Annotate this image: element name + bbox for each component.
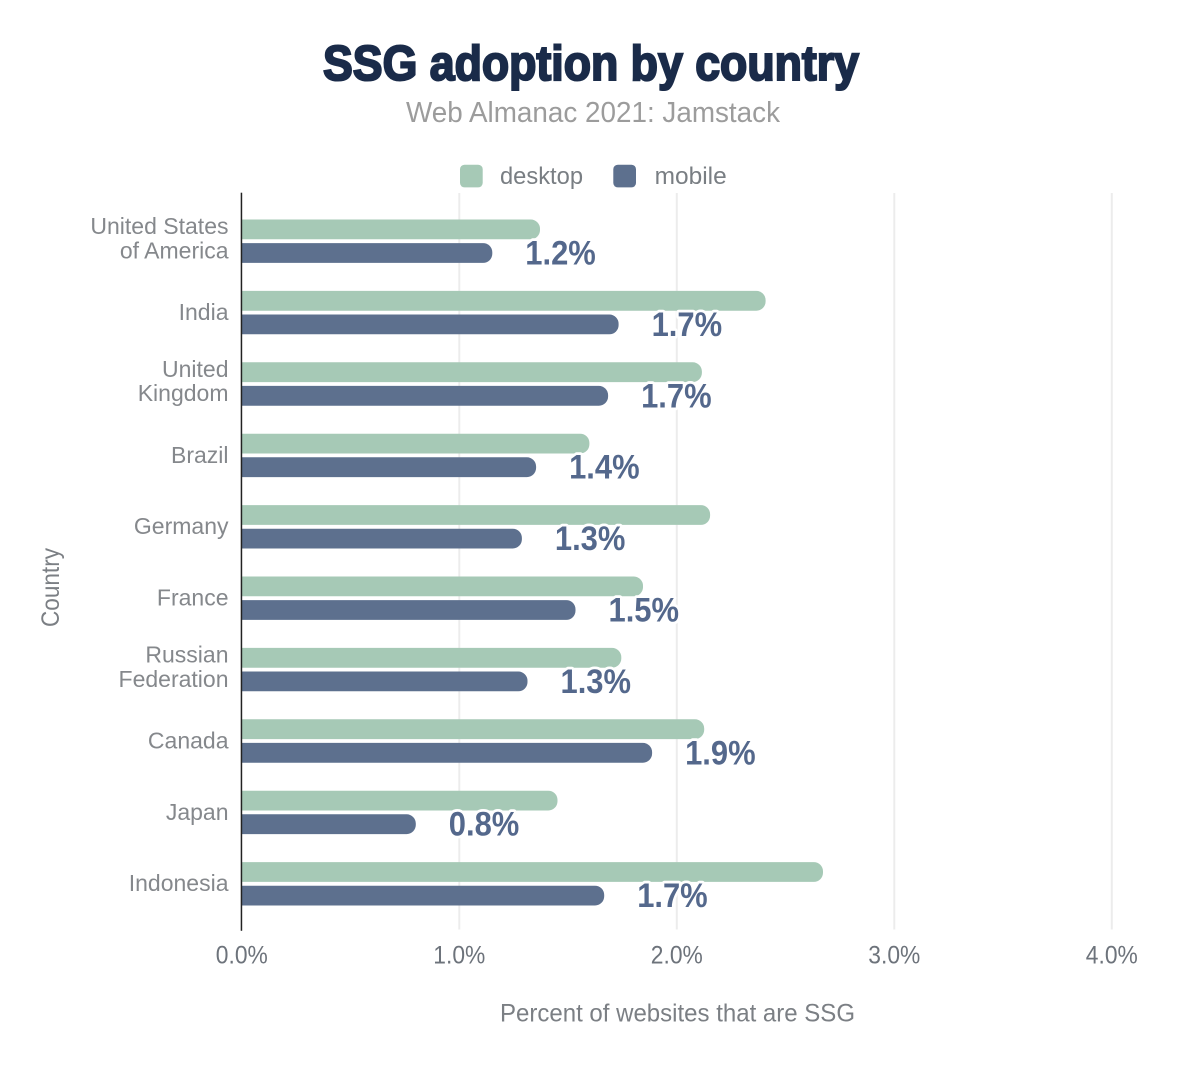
svg-text:Russian: Russian <box>145 641 228 667</box>
svg-text:1.7%: 1.7% <box>641 377 712 415</box>
svg-text:0.0%: 0.0% <box>216 942 268 970</box>
svg-text:Country: Country <box>37 548 65 627</box>
svg-text:desktop: desktop <box>500 163 583 190</box>
svg-text:Germany: Germany <box>134 513 229 539</box>
svg-text:4.0%: 4.0% <box>1086 942 1138 970</box>
svg-text:2.0%: 2.0% <box>651 942 703 970</box>
svg-text:Indonesia: Indonesia <box>129 870 229 896</box>
svg-text:United States: United States <box>90 213 228 239</box>
svg-text:United: United <box>162 356 228 382</box>
svg-text:1.7%: 1.7% <box>637 877 708 915</box>
svg-text:0.8%: 0.8% <box>449 806 520 844</box>
svg-text:Percent of websites that are S: Percent of websites that are SSG <box>500 1000 855 1028</box>
svg-text:SSG adoption by country: SSG adoption by country <box>323 37 859 91</box>
svg-text:France: France <box>157 585 229 611</box>
svg-text:1.3%: 1.3% <box>555 520 626 558</box>
svg-text:Canada: Canada <box>148 727 229 753</box>
svg-text:1.5%: 1.5% <box>609 592 680 630</box>
svg-text:Japan: Japan <box>166 799 229 825</box>
svg-text:Brazil: Brazil <box>171 442 229 468</box>
svg-text:India: India <box>179 299 229 325</box>
svg-text:3.0%: 3.0% <box>868 942 920 970</box>
svg-text:1.2%: 1.2% <box>525 235 596 273</box>
svg-text:Web Almanac 2021: Jamstack: Web Almanac 2021: Jamstack <box>406 97 780 129</box>
svg-text:1.3%: 1.3% <box>561 663 632 701</box>
svg-text:Federation: Federation <box>119 666 229 692</box>
svg-text:Kingdom: Kingdom <box>138 380 229 406</box>
svg-text:1.0%: 1.0% <box>433 942 485 970</box>
svg-text:1.9%: 1.9% <box>685 734 756 772</box>
svg-text:1.7%: 1.7% <box>652 306 723 344</box>
svg-text:mobile: mobile <box>655 163 727 190</box>
svg-text:of America: of America <box>120 237 229 263</box>
svg-text:1.4%: 1.4% <box>569 449 640 487</box>
